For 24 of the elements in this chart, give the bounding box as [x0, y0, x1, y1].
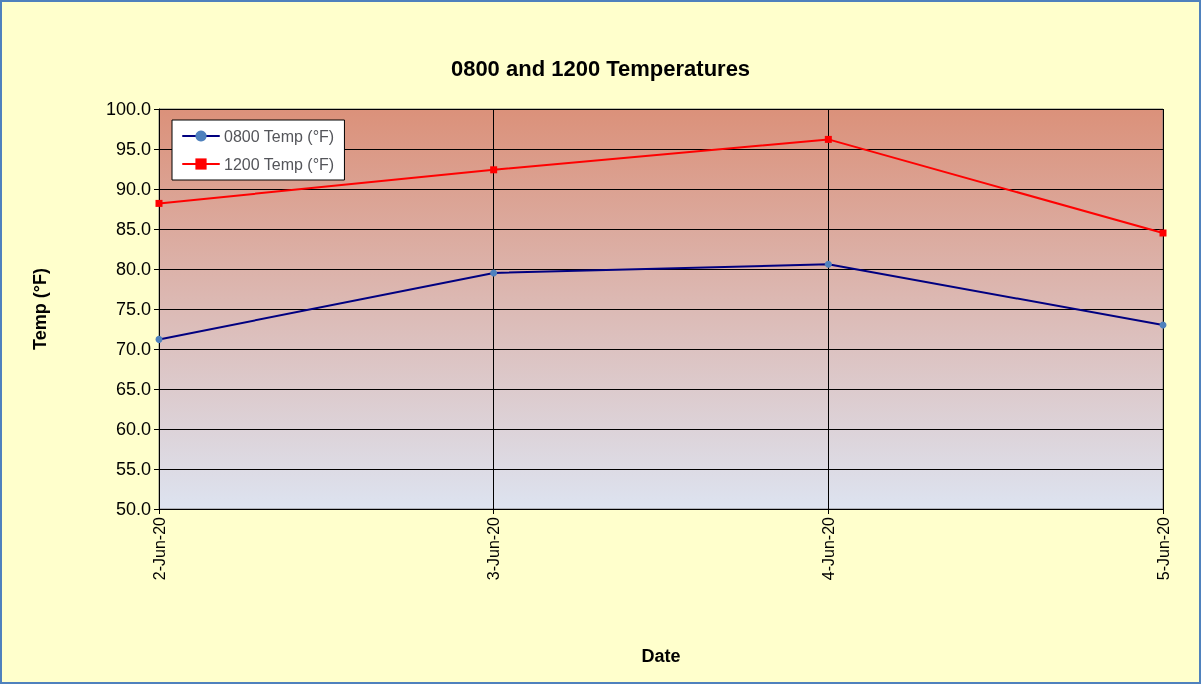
y-tick-label: 65.0 — [115, 379, 151, 399]
y-tick-label: 90.0 — [115, 179, 151, 199]
x-tick-label: 2-Jun-20 — [150, 516, 168, 581]
chart-title: 0800 and 1200 Temperatures — [450, 55, 751, 81]
y-tick-label: 50.0 — [115, 499, 151, 519]
legend-label: 0800 Temp (°F) — [224, 127, 335, 145]
point — [490, 166, 498, 174]
point — [1159, 229, 1167, 237]
y-tick-label: 60.0 — [115, 419, 151, 439]
point — [824, 135, 832, 143]
x-tick-label: 4-Jun-20 — [819, 516, 837, 581]
point — [155, 199, 163, 207]
legend-label: 1200 Temp (°F) — [224, 155, 335, 173]
x-tick-label: 3-Jun-20 — [485, 516, 503, 581]
y-tick-label: 95.0 — [115, 139, 151, 159]
y-tick-label: 80.0 — [115, 259, 151, 279]
y-tick-label: 70.0 — [115, 339, 151, 359]
x-tick-label: 5-Jun-20 — [1154, 516, 1172, 581]
y-tick-label: 100.0 — [105, 99, 151, 119]
y-tick-label: 75.0 — [115, 299, 151, 319]
y-tick-label: 55.0 — [115, 459, 151, 479]
y-tick-label: 85.0 — [115, 219, 151, 239]
x-axis-title: Date — [641, 646, 681, 666]
y-axis-title: Temp (°F) — [30, 268, 50, 350]
